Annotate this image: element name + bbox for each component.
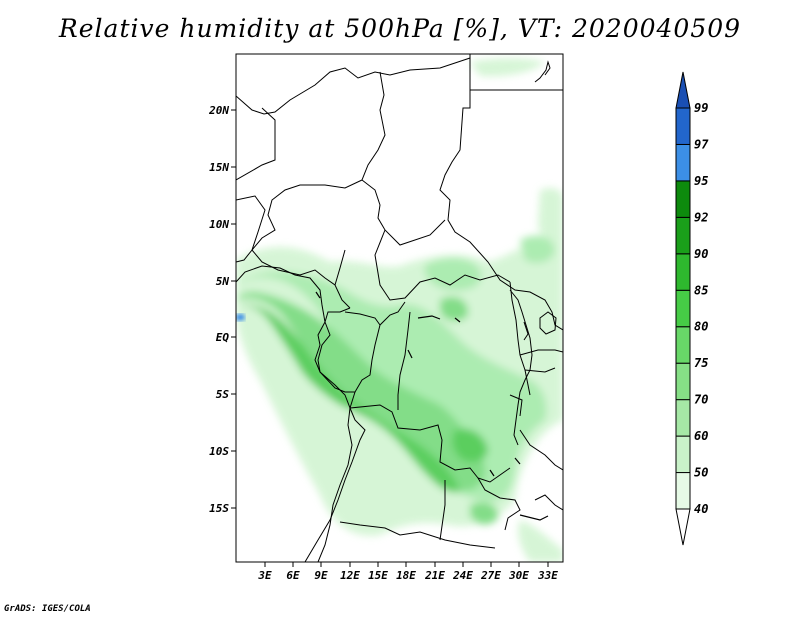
colorbar-segment xyxy=(675,289,691,328)
colorbar: 40 50 60 70 75 80 85 90 92 95 97 99 xyxy=(675,71,709,546)
lon-label: 3E xyxy=(257,569,272,582)
coastline xyxy=(236,60,557,562)
lon-label: 18E xyxy=(396,569,416,582)
colorbar-bottom-arrow xyxy=(675,508,691,546)
lon-label: 9E xyxy=(314,569,328,582)
colorbar-segment xyxy=(675,362,691,401)
lon-label: 21E xyxy=(424,569,445,582)
colorbar-segment xyxy=(675,399,691,437)
colorbar-label: 75 xyxy=(694,356,708,370)
colorbar-label: 80 xyxy=(694,320,708,334)
colorbar-label: 60 xyxy=(694,429,708,443)
colorbar-top-arrow xyxy=(675,71,691,109)
colorbar-label: 97 xyxy=(694,137,709,151)
colorbar-label: 50 xyxy=(694,466,708,480)
colorbar-segment xyxy=(675,435,691,474)
colorbar-label: 90 xyxy=(694,247,708,261)
lake-outlines xyxy=(315,291,549,521)
colorbar-segment xyxy=(675,216,691,255)
lon-label: 33E xyxy=(537,569,558,582)
lon-label: 15E xyxy=(368,569,388,582)
colorbar-label: 70 xyxy=(694,393,708,407)
colorbar-label: 95 xyxy=(694,174,708,188)
lat-label: EQ xyxy=(216,331,230,344)
colorbar-label: 92 xyxy=(694,210,708,224)
footer-credit: GrADS: IGES/COLA xyxy=(4,604,91,614)
lon-label: 27E xyxy=(480,569,501,582)
colorbar-label: 99 xyxy=(694,101,708,115)
lon-label: 6E xyxy=(286,569,300,582)
lat-label: 10N xyxy=(209,218,229,231)
map-frame xyxy=(235,53,564,563)
lat-label: 20N xyxy=(208,104,229,117)
colorbar-segment xyxy=(675,180,691,218)
colorbar-segment xyxy=(675,326,691,364)
colorbar-label: 40 xyxy=(694,502,708,516)
lat-label: 15S xyxy=(209,502,229,515)
lat-label: 15N xyxy=(209,161,229,174)
lat-label: 5S xyxy=(216,388,230,401)
country-borders xyxy=(236,54,563,562)
colorbar-segment xyxy=(675,107,691,145)
lon-label: 24E xyxy=(452,569,473,582)
latitude-axis: 20N 15N 10N 5N EQ 5S 10S 15S xyxy=(208,104,236,515)
longitude-axis: 3E 6E 9E 12E 15E 18E 21E 24E 27E 30E 33E xyxy=(257,562,558,582)
colorbar-label: 85 xyxy=(694,283,708,297)
colorbar-segment xyxy=(675,472,691,510)
map-title: Relative humidity at 500hPa [%], VT: 202… xyxy=(58,14,742,43)
lon-label: 12E xyxy=(340,569,360,582)
lat-label: 10S xyxy=(209,445,229,458)
lon-label: 30E xyxy=(508,569,529,582)
colorbar-segment xyxy=(675,143,691,182)
colorbar-segment xyxy=(675,253,691,291)
lat-label: 5N xyxy=(216,275,230,288)
humidity-field xyxy=(236,54,563,562)
